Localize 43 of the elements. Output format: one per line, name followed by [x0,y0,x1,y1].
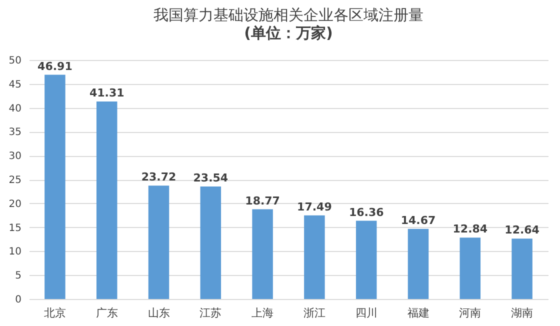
x-tick-label: 广东 [96,306,118,320]
data-label: 14.67 [400,214,436,227]
x-tick-label: 福建 [407,306,430,320]
bar [460,238,481,299]
x-tick-label: 河南 [459,306,482,320]
y-tick-label: 20 [8,198,22,210]
x-tick-label: 四川 [355,306,378,320]
y-tick-label: 15 [8,222,22,234]
x-tick-label: 上海 [252,306,274,320]
data-label: 23.54 [193,171,228,184]
x-tick-label: 浙江 [303,306,326,320]
bar [252,209,273,299]
data-label: 18.77 [245,194,280,208]
bar [96,102,118,299]
chart-title: 我国算力基础设施相关企业各区域注册量 [154,6,424,24]
data-label: 12.84 [452,222,488,236]
bar [148,186,170,299]
x-tick-label: 江苏 [200,306,222,320]
chart-subtitle: (单位：万家) [244,24,333,42]
data-label: 46.91 [38,60,72,73]
y-tick-label: 0 [15,294,22,306]
data-label: 12.64 [504,224,540,237]
y-tick-label: 25 [8,175,22,186]
data-label: 17.49 [297,200,332,214]
y-tick-label: 5 [15,270,22,282]
y-tick-label: 35 [8,127,22,138]
bar [512,238,532,299]
data-label: 16.36 [348,206,384,219]
bar [356,220,377,299]
bar [408,228,429,299]
x-tick-label: 北京 [44,306,66,320]
y-tick-label: 50 [8,56,22,66]
y-tick-label: 30 [8,151,22,162]
x-tick-label: 山东 [148,306,170,320]
bar [304,215,325,299]
data-label: 41.31 [89,86,124,100]
bar [200,186,222,299]
y-tick-label: 40 [8,103,22,114]
data-label: 23.72 [141,170,176,184]
y-tick-label: 10 [8,246,22,258]
x-tick-label: 湖南 [511,306,534,320]
bar [44,74,66,299]
y-tick-label: 45 [8,79,22,90]
